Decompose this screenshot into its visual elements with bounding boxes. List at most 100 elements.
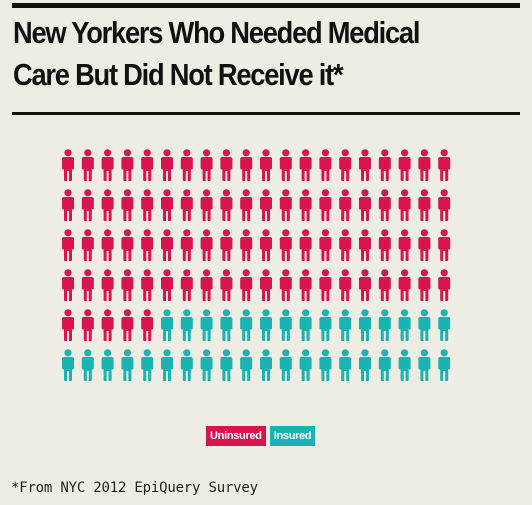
person-icon-uninsured	[200, 189, 213, 221]
person-icon-uninsured	[359, 269, 371, 301]
person-icon-uninsured	[438, 269, 451, 301]
person-icon-uninsured	[161, 189, 173, 221]
person-icon-uninsured	[240, 149, 253, 181]
person-icon-insured	[240, 309, 253, 341]
person-icon-insured	[279, 349, 292, 381]
person-icon-uninsured	[279, 269, 292, 301]
person-icon-uninsured	[339, 149, 352, 181]
person-icon-insured	[180, 349, 193, 381]
person-icon-uninsured	[161, 269, 173, 301]
person-icon-uninsured	[180, 149, 193, 181]
person-icon-uninsured	[359, 149, 371, 181]
person-icon-uninsured	[418, 229, 431, 261]
person-icon-insured	[260, 309, 272, 341]
person-icon-insured	[260, 349, 272, 381]
person-icon-insured	[180, 309, 193, 341]
person-icon-uninsured	[319, 269, 332, 301]
person-icon-insured	[398, 349, 411, 381]
person-icon-uninsured	[121, 189, 134, 221]
person-icon-uninsured	[339, 229, 352, 261]
person-icon-uninsured	[81, 269, 94, 301]
person-icon-insured	[418, 309, 431, 341]
person-icon-uninsured	[62, 189, 74, 221]
person-icon-uninsured	[220, 149, 233, 181]
person-icon-uninsured	[180, 229, 193, 261]
person-icon-uninsured	[101, 149, 114, 181]
person-icon-insured	[220, 309, 233, 341]
person-icon-insured	[339, 349, 352, 381]
person-icon-uninsured	[121, 149, 134, 181]
person-icon-uninsured	[200, 149, 213, 181]
person-icon-uninsured	[438, 229, 451, 261]
person-icon-uninsured	[141, 309, 154, 341]
person-icon-insured	[101, 349, 114, 381]
person-icon-uninsured	[141, 229, 154, 261]
person-icon-insured	[319, 349, 332, 381]
person-icon-insured	[161, 349, 173, 381]
top-rule	[12, 3, 520, 8]
person-icon-uninsured	[279, 229, 292, 261]
person-icon-uninsured	[180, 189, 193, 221]
person-icon-insured	[418, 349, 431, 381]
chart-title: New Yorkers Who Needed Medical Care But …	[13, 15, 420, 92]
person-icon-uninsured	[398, 189, 411, 221]
person-icon-uninsured	[101, 269, 114, 301]
person-icon-uninsured	[200, 269, 213, 301]
person-icon-uninsured	[378, 189, 391, 221]
person-icon-uninsured	[121, 229, 134, 261]
person-icon-uninsured	[319, 149, 332, 181]
person-icon-uninsured	[359, 229, 371, 261]
person-icon-uninsured	[319, 189, 332, 221]
person-icon-uninsured	[339, 269, 352, 301]
person-icon-insured	[378, 349, 391, 381]
person-icon-uninsured	[398, 149, 411, 181]
person-icon-insured	[240, 349, 253, 381]
person-icon-uninsured	[339, 189, 352, 221]
person-icon-uninsured	[81, 229, 94, 261]
person-icon-insured	[220, 349, 233, 381]
person-icon-uninsured	[81, 189, 94, 221]
person-icon-insured	[378, 309, 391, 341]
person-icon-uninsured	[101, 229, 114, 261]
person-icon-uninsured	[378, 269, 391, 301]
person-icon-insured	[141, 349, 154, 381]
person-icon-insured	[359, 349, 371, 381]
person-icon-insured	[121, 349, 134, 381]
person-icon-uninsured	[279, 149, 292, 181]
person-icon-uninsured	[260, 229, 272, 261]
person-icon-insured	[398, 309, 411, 341]
person-icon-uninsured	[240, 189, 253, 221]
person-icon-uninsured	[240, 269, 253, 301]
person-icon-uninsured	[438, 189, 451, 221]
person-icon-uninsured	[418, 149, 431, 181]
person-icon-uninsured	[81, 149, 94, 181]
person-icon-insured	[339, 309, 352, 341]
person-icon-uninsured	[378, 149, 391, 181]
person-icon-insured	[299, 309, 312, 341]
person-icon-insured	[299, 349, 312, 381]
person-icon-uninsured	[299, 269, 312, 301]
person-icon-uninsured	[220, 269, 233, 301]
person-icon-uninsured	[180, 269, 193, 301]
person-icon-uninsured	[359, 189, 371, 221]
person-icon-insured	[279, 309, 292, 341]
person-icon-uninsured	[81, 309, 94, 341]
person-icon-uninsured	[299, 229, 312, 261]
person-icon-insured	[200, 309, 213, 341]
person-icon-insured	[161, 309, 173, 341]
person-icon-uninsured	[62, 229, 74, 261]
person-icon-uninsured	[141, 149, 154, 181]
person-icon-uninsured	[62, 309, 74, 341]
person-icon-uninsured	[319, 229, 332, 261]
person-icon-uninsured	[121, 309, 134, 341]
legend-item-insured: Insured	[269, 426, 316, 446]
person-icon-uninsured	[101, 309, 114, 341]
person-icon-insured	[62, 349, 74, 381]
person-icon-uninsured	[141, 189, 154, 221]
person-icon-uninsured	[200, 229, 213, 261]
person-icon-uninsured	[62, 269, 74, 301]
legend: Uninsured Insured	[206, 426, 316, 446]
person-icon-insured	[438, 309, 451, 341]
person-icon-uninsured	[260, 149, 272, 181]
